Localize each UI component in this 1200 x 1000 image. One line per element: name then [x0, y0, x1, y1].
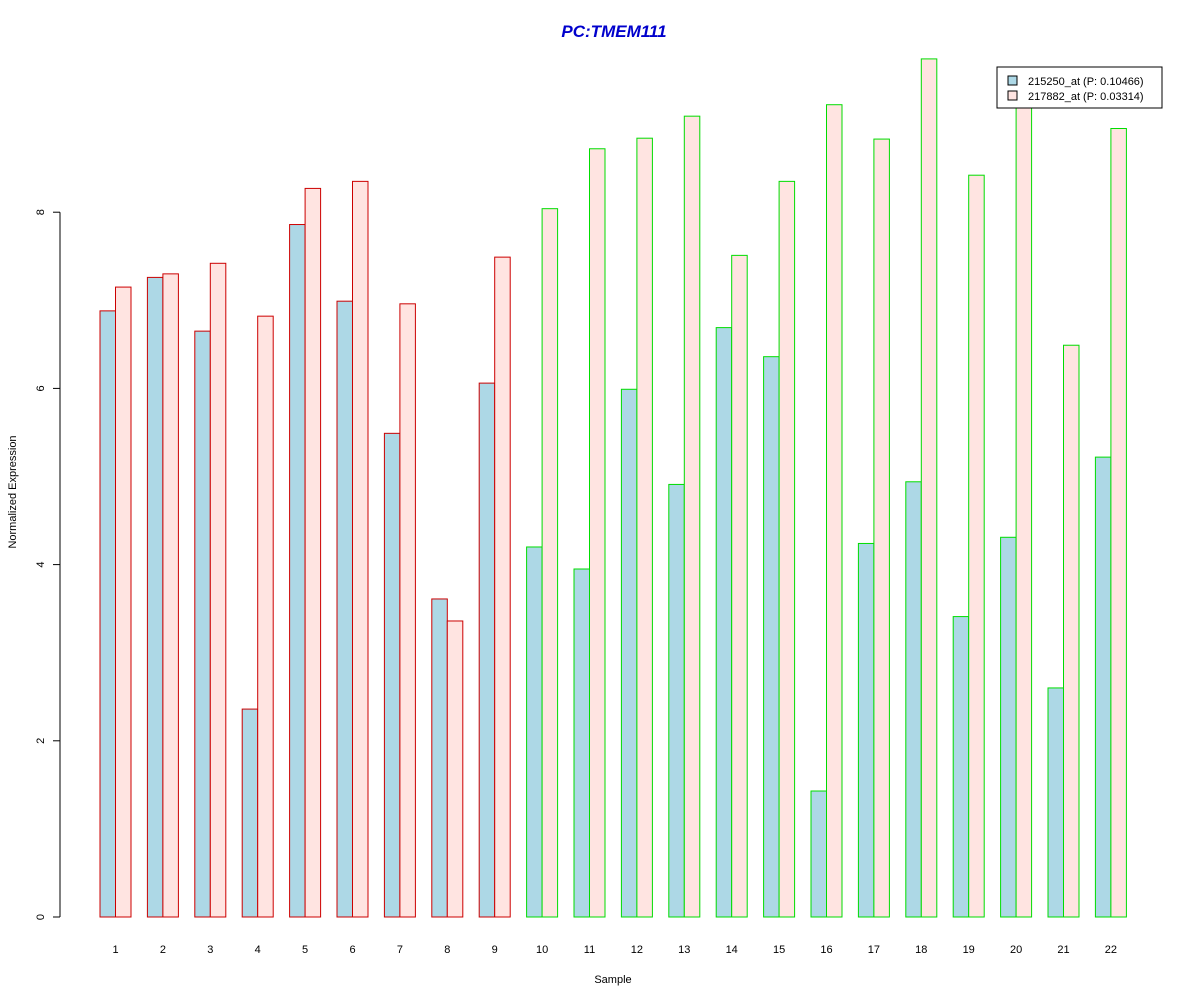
bar-sample-10-series-1 [526, 546, 543, 918]
bar-sample-15-series-1 [763, 356, 780, 918]
x-tick-label: 2 [160, 944, 166, 956]
x-tick-label: 22 [1105, 944, 1117, 956]
bar-sample-20-series-1 [1000, 536, 1017, 918]
x-tick-label: 15 [773, 944, 785, 956]
legend-box [996, 66, 1163, 109]
bar-sample-4-series-2 [257, 315, 274, 918]
bar-sample-12-series-1 [620, 388, 638, 918]
bar-sample-2-series-1 [146, 276, 164, 918]
bar-sample-7-series-1 [383, 432, 401, 918]
bar-sample-7-series-2 [399, 303, 416, 918]
bar-sample-8-series-2 [446, 620, 464, 918]
x-axis-label: Sample [594, 974, 631, 986]
bar-sample-19-series-2 [968, 174, 985, 918]
bar-sample-5-series-2 [304, 187, 322, 918]
bar-sample-20-series-2 [1015, 101, 1033, 918]
legend: 215250_at (P: 0.10466) 217882_at (P: 0.03… [996, 66, 1163, 109]
x-tick-label: 16 [820, 944, 832, 956]
bar-sample-18-series-1 [905, 481, 922, 918]
legend-label-1: 215250_at (P: 0.10466) [1028, 76, 1144, 88]
bar-sample-22-series-2 [1110, 128, 1127, 918]
x-axis: 1 2 3 4 5 6 7 8 9 10 11 12 13 14 15 16 17 18 19 20 21 22 [112, 944, 1117, 956]
bar-sample-12-series-2 [636, 137, 653, 918]
x-tick-label: 10 [536, 944, 548, 956]
x-tick-label: 12 [631, 944, 643, 956]
x-tick-label: 6 [349, 944, 355, 956]
bar-sample-11-series-1 [573, 568, 590, 918]
bar-sample-1-series-1 [99, 310, 116, 918]
y-tick-label: 8 [35, 209, 47, 215]
x-tick-label: 9 [492, 944, 498, 956]
bar-sample-13-series-2 [683, 115, 701, 918]
x-tick-label: 14 [726, 944, 738, 956]
legend-swatch-1 [1007, 75, 1018, 86]
bar-sample-16-series-2 [826, 104, 843, 918]
x-tick-label: 7 [397, 944, 403, 956]
bar-sample-14-series-1 [715, 327, 733, 918]
x-tick-label: 8 [444, 944, 450, 956]
bar-sample-17-series-1 [857, 542, 875, 918]
bar-sample-5-series-1 [289, 224, 306, 918]
bar-sample-21-series-1 [1047, 687, 1064, 918]
x-tick-label: 1 [112, 944, 118, 956]
y-tick-label: 2 [35, 738, 47, 744]
x-tick-label: 3 [207, 944, 213, 956]
bar-sample-19-series-1 [952, 616, 970, 918]
bar-sample-6-series-1 [336, 300, 353, 918]
legend-label-2: 217882_at (P: 0.03314) [1028, 91, 1144, 103]
y-tick-label: 6 [35, 385, 47, 391]
bar-sample-21-series-2 [1063, 344, 1080, 918]
bar-sample-3-series-2 [209, 262, 227, 918]
bar-sample-13-series-1 [668, 483, 685, 918]
x-tick-label: 13 [678, 944, 690, 956]
bar-sample-2-series-2 [162, 273, 179, 918]
bar-sample-9-series-1 [478, 382, 496, 918]
x-tick-label: 20 [1010, 944, 1022, 956]
bar-sample-18-series-2 [920, 58, 938, 918]
x-tick-label: 19 [963, 944, 975, 956]
bar-sample-9-series-2 [494, 256, 511, 918]
y-axis: 0 2 4 6 8 [35, 209, 61, 920]
x-tick-label: 21 [1057, 944, 1069, 956]
bar-sample-16-series-1 [810, 790, 827, 918]
bar-sample-4-series-1 [241, 708, 259, 918]
y-tick-label: 4 [35, 562, 47, 568]
x-tick-label: 17 [868, 944, 880, 956]
bar-sample-14-series-2 [731, 254, 748, 918]
bar-sample-8-series-1 [431, 598, 448, 918]
bar-sample-11-series-2 [589, 148, 606, 918]
bar-sample-15-series-2 [778, 180, 796, 918]
x-tick-label: 5 [302, 944, 308, 956]
bar-sample-1-series-2 [115, 286, 132, 918]
x-tick-label: 11 [584, 944, 595, 956]
bar-sample-10-series-2 [541, 208, 559, 918]
bar-sample-22-series-1 [1094, 456, 1112, 918]
legend-swatch-2 [1007, 90, 1018, 101]
x-tick-label: 18 [915, 944, 927, 956]
chart-title: PC:TMEM111 [561, 22, 666, 41]
y-tick-label: 0 [35, 914, 47, 920]
bar-sample-3-series-1 [194, 330, 211, 918]
bars-layer [99, 58, 1127, 918]
y-axis-label: Normalized Expression [7, 435, 19, 548]
bar-sample-6-series-2 [352, 180, 369, 918]
x-tick-label: 4 [255, 944, 261, 956]
bar-sample-17-series-2 [873, 138, 890, 918]
